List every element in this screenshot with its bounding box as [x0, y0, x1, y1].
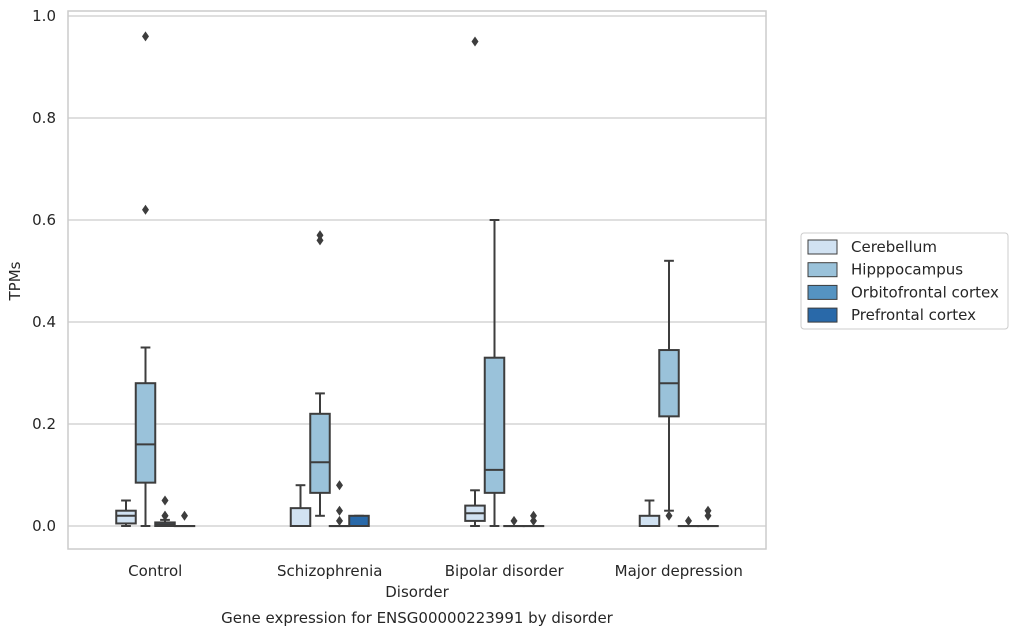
outlier-point [704, 505, 712, 516]
outlier-point [336, 480, 343, 491]
series-orbitofrontal-cortex [154, 480, 700, 528]
outlier-point [336, 505, 343, 516]
outlier-point [142, 204, 149, 215]
outlier-point [704, 510, 712, 521]
outlier-point [142, 31, 149, 42]
box [483, 356, 506, 494]
outlier-point [510, 515, 518, 526]
box [289, 507, 312, 527]
x-axis-title: Disorder [385, 583, 449, 601]
box-series [115, 31, 719, 528]
series-prefrontal-cortex [173, 505, 719, 528]
y-tick-label: 0.0 [32, 517, 56, 535]
plot-area [67, 10, 767, 550]
x-tick-label: Schizophrenia [277, 562, 382, 580]
box [309, 412, 331, 494]
outlier-point [316, 230, 324, 241]
series-cerebellum [115, 36, 661, 527]
x-tick-label: Bipolar disorder [445, 562, 565, 580]
legend-label: Prefrontal cortex [851, 306, 976, 324]
x-tick-label: Major depression [615, 562, 743, 580]
x-tick-labels: Control Schizophrenia Bipolar disorder Majo… [128, 562, 743, 580]
legend-label: Cerebellum [851, 238, 937, 256]
chart-title: Gene expression for ENSG00000223991 by d… [221, 609, 614, 627]
box [115, 509, 137, 525]
y-axis-title: TPMs [6, 261, 24, 301]
legend: Cerebellum Hipppocampus Orbitofrontal cort… [800, 232, 1009, 330]
outlier-point [530, 510, 537, 521]
legend-swatch [807, 262, 838, 278]
legend-swatch [807, 239, 838, 255]
outlier-point [665, 510, 673, 521]
legend-swatch [807, 307, 838, 323]
outlier-point [336, 515, 343, 526]
x-tick-label: Control [128, 562, 182, 580]
y-tick-label: 0.8 [32, 109, 56, 127]
y-tick-label: 0.6 [32, 211, 56, 229]
y-tick-labels: 0.0 0.2 0.4 0.6 0.8 1.0 [32, 7, 56, 535]
y-tick-label: 1.0 [32, 7, 56, 25]
y-tick-label: 0.4 [32, 313, 56, 331]
outlier-point [530, 515, 537, 526]
outlier-point [161, 510, 169, 521]
legend-swatch [807, 284, 838, 300]
y-tick-label: 0.2 [32, 415, 56, 433]
outlier-point [181, 510, 188, 521]
outlier-point [161, 495, 169, 506]
series-hipppocampus [134, 31, 680, 527]
outlier-point [685, 515, 692, 526]
outlier-point [471, 36, 479, 47]
box [638, 514, 661, 527]
legend-frame [800, 232, 1009, 330]
legend-label: Orbitofrontal cortex [851, 283, 999, 301]
outlier-point [316, 235, 324, 246]
legend-label: Hipppocampus [851, 261, 963, 279]
box [348, 514, 370, 527]
box [134, 382, 157, 484]
